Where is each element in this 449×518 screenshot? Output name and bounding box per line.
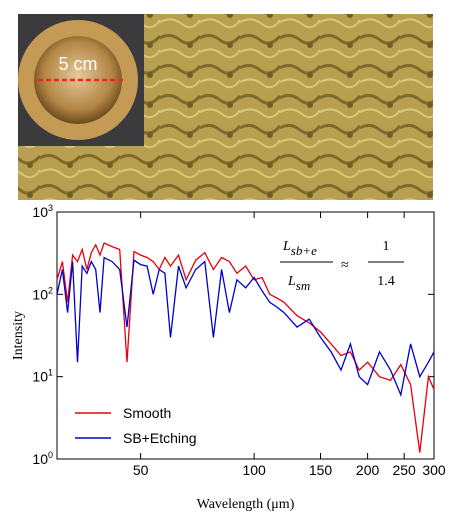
y-tick-label: 101 <box>32 368 53 385</box>
x-axis-label: Wavelength (μm) <box>197 497 295 512</box>
x-tick-label: 300 <box>422 462 446 478</box>
annotation-rhs-num: 1 <box>383 239 390 254</box>
y-tick-base: 10 <box>32 451 48 467</box>
ann-base: L <box>287 274 296 289</box>
x-tick-label: 200 <box>356 462 380 478</box>
ann-base: L <box>282 239 291 254</box>
scale-label: 5 cm <box>58 54 97 74</box>
y-tick-exp: 3 <box>48 203 53 213</box>
ann-sub: sm <box>296 278 310 293</box>
y-tick-base: 10 <box>32 369 48 385</box>
figure: 5 cm 10010110210350100150200250300Wavele… <box>0 0 449 513</box>
y-tick-exp: 1 <box>48 368 53 378</box>
y-tick-label: 102 <box>32 285 53 302</box>
y-tick-base: 10 <box>32 286 48 302</box>
y-tick-label: 103 <box>32 203 53 220</box>
legend-label: Smooth <box>123 405 171 421</box>
x-tick-label: 100 <box>242 462 266 478</box>
x-tick-label: 150 <box>309 462 333 478</box>
plot-frame <box>57 212 434 459</box>
annotation-rhs-den: 1.4 <box>377 274 395 289</box>
annotation-num: Lsb+e <box>282 239 317 258</box>
legend-label: SB+Etching <box>123 430 197 446</box>
annotation-op: ≈ <box>341 258 349 273</box>
y-tick-exp: 2 <box>48 285 53 295</box>
y-tick-base: 10 <box>32 204 48 220</box>
ann-sub: sb+e <box>291 243 317 258</box>
annotation-den: Lsm <box>287 274 310 293</box>
x-tick-label: 250 <box>392 462 416 478</box>
y-tick-exp: 0 <box>48 450 53 460</box>
photo: 5 cm <box>18 14 433 200</box>
y-axis-label: Intensity <box>11 311 26 360</box>
x-tick-label: 50 <box>133 462 149 478</box>
y-tick-label: 100 <box>32 450 53 467</box>
